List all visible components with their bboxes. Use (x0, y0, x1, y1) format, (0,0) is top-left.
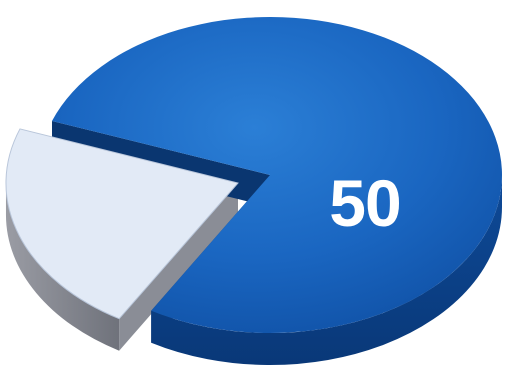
pie-slice-1 (5, 128, 239, 320)
slice-value-label: 50 (329, 166, 400, 240)
pie-slice-1-side (5, 182, 120, 351)
pie-slice-0 (51, 17, 503, 334)
pie-slice-0-side (151, 175, 502, 365)
pie-slice-1-cut-face (119, 182, 238, 351)
